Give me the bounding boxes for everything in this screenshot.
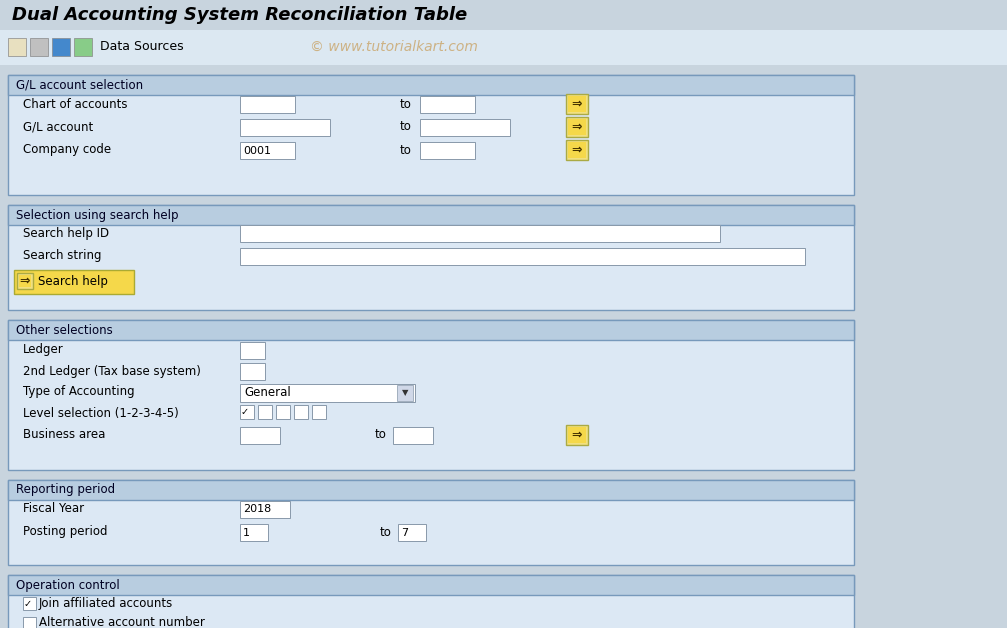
Text: Selection using search help: Selection using search help [16,208,178,222]
Text: Search string: Search string [23,249,102,263]
FancyBboxPatch shape [420,119,510,136]
FancyBboxPatch shape [8,75,854,95]
Text: 1: 1 [243,528,250,538]
Text: Other selections: Other selections [16,323,113,337]
Text: Company code: Company code [23,144,111,156]
FancyBboxPatch shape [398,524,426,541]
FancyBboxPatch shape [74,38,92,56]
FancyBboxPatch shape [566,140,588,160]
FancyBboxPatch shape [240,342,265,359]
FancyBboxPatch shape [8,75,854,195]
Text: ⇒: ⇒ [20,274,30,288]
Text: ✓: ✓ [24,598,32,609]
Text: to: to [400,144,412,156]
FancyBboxPatch shape [8,480,854,500]
Text: ✓: ✓ [241,407,249,417]
Text: Reporting period: Reporting period [16,484,115,497]
FancyBboxPatch shape [8,320,854,340]
Text: © www.tutorialkart.com: © www.tutorialkart.com [310,40,478,54]
FancyBboxPatch shape [240,363,265,380]
FancyBboxPatch shape [8,205,854,310]
FancyBboxPatch shape [420,142,475,159]
Text: Ledger: Ledger [23,344,63,357]
FancyBboxPatch shape [240,96,295,113]
Text: Data Sources: Data Sources [100,40,183,53]
FancyBboxPatch shape [0,65,1007,628]
Text: Operation control: Operation control [16,578,120,592]
FancyBboxPatch shape [240,524,268,541]
FancyBboxPatch shape [568,142,586,158]
FancyBboxPatch shape [8,205,854,225]
Text: G/L account selection: G/L account selection [16,78,143,92]
Text: Search help ID: Search help ID [23,227,109,239]
FancyBboxPatch shape [240,501,290,518]
FancyBboxPatch shape [566,425,588,445]
Text: to: to [400,121,412,134]
FancyBboxPatch shape [397,385,413,401]
FancyBboxPatch shape [23,597,36,610]
Text: Dual Accounting System Reconciliation Table: Dual Accounting System Reconciliation Ta… [12,6,467,24]
FancyBboxPatch shape [17,273,33,289]
Text: 7: 7 [401,528,408,538]
Text: Chart of accounts: Chart of accounts [23,97,128,111]
FancyBboxPatch shape [8,575,854,595]
FancyBboxPatch shape [393,427,433,444]
Text: 0001: 0001 [243,146,271,156]
Text: to: to [400,97,412,111]
Text: 2nd Ledger (Tax base system): 2nd Ledger (Tax base system) [23,364,200,377]
FancyBboxPatch shape [8,38,26,56]
Text: 2018: 2018 [243,504,271,514]
FancyBboxPatch shape [566,94,588,114]
FancyBboxPatch shape [312,405,326,419]
Text: Type of Accounting: Type of Accounting [23,386,135,399]
FancyBboxPatch shape [568,427,586,443]
Text: Posting period: Posting period [23,526,108,538]
FancyBboxPatch shape [240,405,254,419]
FancyBboxPatch shape [568,96,586,112]
FancyBboxPatch shape [240,225,720,242]
Text: ⇒: ⇒ [572,144,582,156]
FancyBboxPatch shape [276,405,290,419]
FancyBboxPatch shape [294,405,308,419]
FancyBboxPatch shape [240,119,330,136]
Text: ⇒: ⇒ [572,428,582,441]
Text: Search help: Search help [38,276,108,288]
FancyBboxPatch shape [240,248,805,265]
Text: Join affiliated accounts: Join affiliated accounts [39,597,173,610]
FancyBboxPatch shape [0,30,1007,65]
Text: Level selection (1-2-3-4-5): Level selection (1-2-3-4-5) [23,406,179,420]
FancyBboxPatch shape [240,142,295,159]
FancyBboxPatch shape [52,38,70,56]
FancyBboxPatch shape [8,575,854,628]
FancyBboxPatch shape [14,270,134,294]
Text: ⇒: ⇒ [572,97,582,111]
FancyBboxPatch shape [30,38,48,56]
FancyBboxPatch shape [8,480,854,565]
Text: to: to [380,526,392,538]
FancyBboxPatch shape [258,405,272,419]
Text: ▼: ▼ [402,389,408,398]
FancyBboxPatch shape [23,617,36,628]
Text: Alternative account number: Alternative account number [39,617,204,628]
FancyBboxPatch shape [420,96,475,113]
Text: Business area: Business area [23,428,106,441]
FancyBboxPatch shape [568,119,586,135]
FancyBboxPatch shape [240,384,415,402]
Text: G/L account: G/L account [23,121,94,134]
FancyBboxPatch shape [8,320,854,470]
Text: General: General [244,386,291,399]
Text: to: to [375,428,387,441]
FancyBboxPatch shape [19,275,31,287]
FancyBboxPatch shape [240,427,280,444]
Text: ⇒: ⇒ [572,121,582,134]
FancyBboxPatch shape [566,117,588,137]
Text: Fiscal Year: Fiscal Year [23,502,85,516]
FancyBboxPatch shape [0,0,1007,30]
